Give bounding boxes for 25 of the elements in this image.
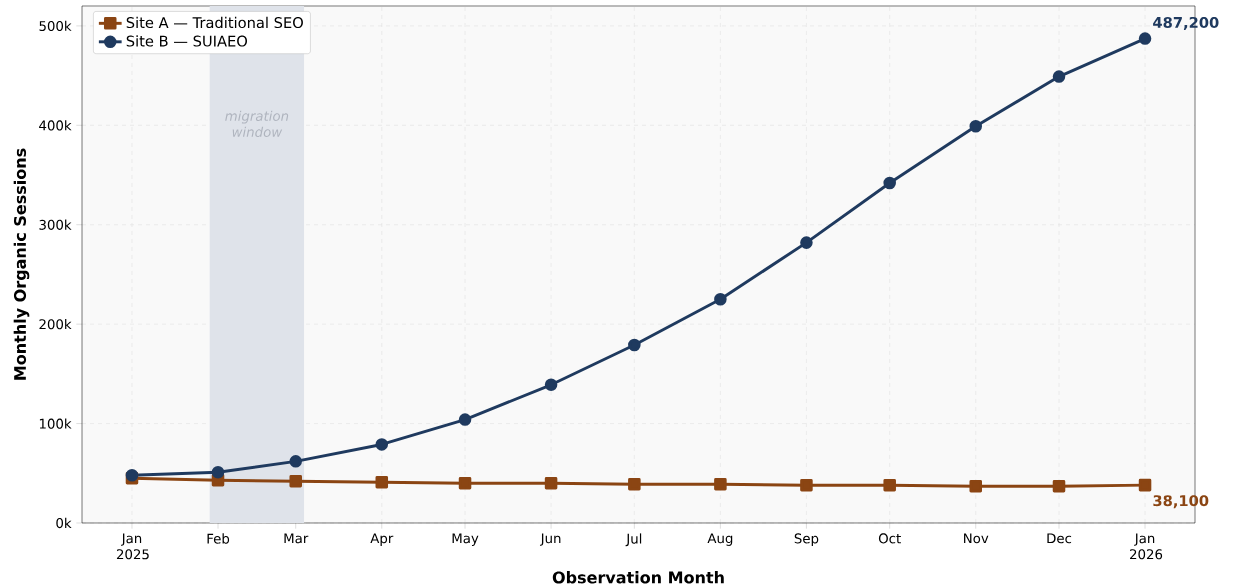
x-tick-label: Oct [878, 533, 901, 544]
y-tick-label: 0k [56, 517, 72, 529]
y-tick-label: 200k [39, 318, 72, 330]
annotation: 38,100 [1153, 495, 1209, 509]
x-axis-title: Observation Month [552, 571, 724, 584]
annotation: 487,200 [1153, 16, 1219, 30]
legend-label: Site B — SUIAEO [126, 35, 248, 47]
x-tick-label: Aug [707, 533, 733, 546]
legend-label: Site A — Traditional SEO [126, 16, 303, 29]
y-axis-title: Monthly Organic Sessions [13, 148, 30, 380]
x-tick-label: Apr [370, 533, 394, 546]
x-tick-label: May [452, 533, 479, 546]
x-tick-label: Jan 2025 [116, 533, 149, 560]
y-tick-label: 500k [39, 20, 72, 32]
x-tick-label: Jun [539, 533, 561, 546]
x-tick-label: Nov [964, 533, 989, 544]
x-tick-label: Sep [794, 533, 819, 547]
x-tick-label: Feb [207, 533, 230, 544]
x-tick-label: Jul [625, 533, 642, 547]
x-tick-label: Jan 2026 [1130, 533, 1163, 560]
y-tick-label: 300k [39, 219, 72, 230]
y-tick-label: 100k [39, 418, 72, 429]
x-tick-label: Mar [284, 533, 309, 544]
y-tick-label: 400k [39, 120, 72, 131]
x-tick-label: Dec [1047, 533, 1072, 544]
